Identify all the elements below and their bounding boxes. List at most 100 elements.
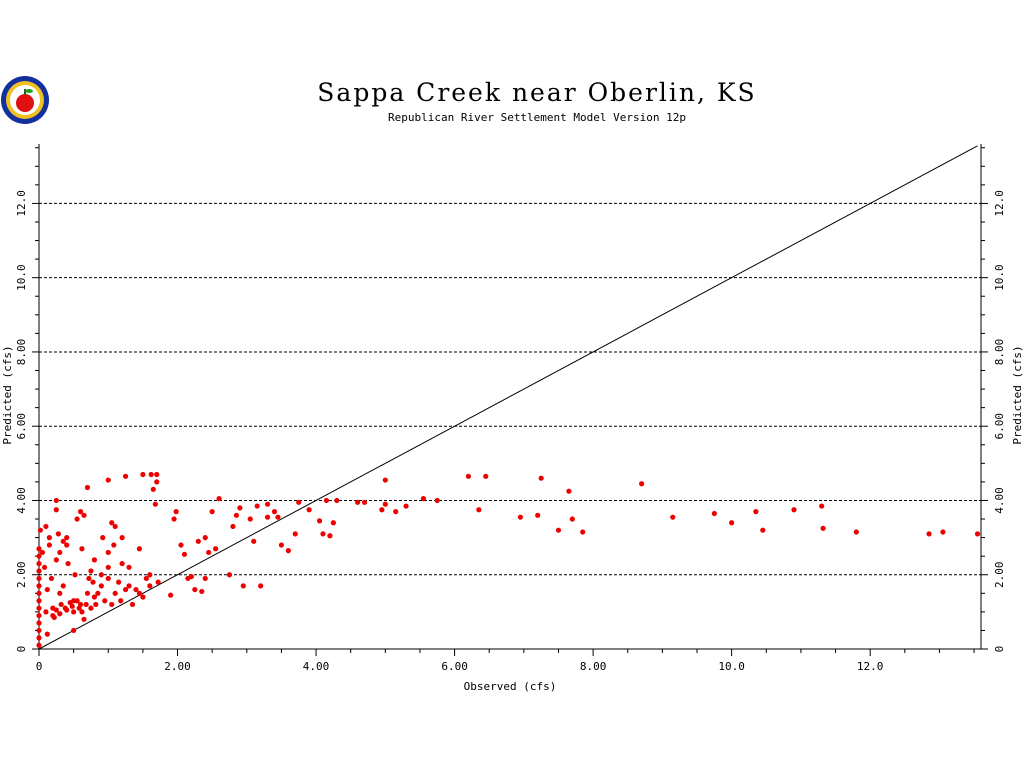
data-point [192,586,198,593]
data-point [55,531,61,537]
data-point [382,477,388,483]
data-point [465,473,472,479]
data-point [36,583,42,589]
data-point [152,501,158,507]
data-point [37,527,43,533]
data-point [43,609,49,615]
data-point [819,503,825,509]
data-point [129,601,136,608]
data-point [84,484,91,491]
data-point [729,520,735,526]
x-tick-label: 6.00 [441,660,468,673]
data-point [79,609,85,615]
data-point [974,531,981,537]
data-point [420,496,427,502]
data-point [71,609,77,615]
data-point [36,553,42,559]
data-point [46,542,52,548]
data-point [143,575,149,582]
data-point [155,579,161,585]
data-point [199,588,205,595]
data-point [327,533,333,539]
data-point [136,590,143,596]
y-tick-label-left: 10.0 [15,264,28,291]
data-point [79,546,85,552]
data-point [44,586,50,593]
data-point [98,572,104,578]
data-point [323,497,330,504]
data-point [60,538,66,544]
data-point [91,594,98,600]
data-point [254,503,260,509]
data-point [122,473,129,479]
data-point [105,477,111,483]
x-tick-label: 10.0 [718,660,745,673]
data-point [476,507,482,513]
data-point [168,592,174,598]
data-point [112,523,118,530]
data-point [77,601,84,608]
ticks: 0 2.00 4.00 6.00 8.00 10.0 12.0 0 0 2.00 2.00 4.00 4… [15,147,1006,673]
data-point [154,471,160,478]
y-tick-label-right: 10.0 [993,264,1006,291]
x-tick-label: 8.00 [580,660,607,673]
data-point [316,518,323,524]
one-to-one-line [38,145,978,650]
data-point [57,590,63,596]
data-point [36,627,42,634]
data-point [258,583,264,589]
data-point [213,546,219,552]
y-tick-label-left: 0 [15,646,28,653]
data-point [126,564,132,570]
data-point [566,488,572,494]
data-point [147,583,153,589]
data-point [74,598,80,604]
data-point [173,509,179,515]
x-tick-label: 4.00 [303,660,330,673]
data-point [379,507,385,513]
data-point [36,612,42,619]
data-point [109,520,115,526]
x-tick-label: 12.0 [857,660,884,673]
data-point [147,572,153,578]
data-point [393,509,399,515]
data-point [230,523,236,530]
data-point [126,583,132,589]
data-point [46,535,52,541]
data-point [171,516,177,522]
data-point [119,535,125,541]
data-points [36,471,981,648]
data-point [403,503,409,509]
data-point [926,531,932,537]
data-point [206,549,212,556]
data-point [93,601,99,608]
data-point [57,549,63,556]
data-point [202,535,208,541]
data-point [240,583,246,589]
data-point [264,501,271,507]
data-point [36,560,42,567]
data-point [382,501,388,507]
data-point [760,527,766,533]
data-point [100,535,106,541]
y-tick-label-right: 4.00 [993,487,1006,514]
data-point [122,586,129,593]
data-point [90,579,96,585]
data-point [102,598,108,604]
y-tick-label-left: 4.00 [15,487,28,514]
y-tick-label-left: 12.0 [15,190,28,217]
data-point [41,564,48,570]
apple-logo-icon [1,76,49,124]
data-point [65,560,71,567]
data-point [483,473,489,479]
data-point [434,497,440,504]
data-point [150,486,156,492]
gridlines [39,202,981,576]
data-point [88,605,94,611]
data-point [81,512,87,518]
data-point [64,535,70,541]
data-point [98,583,104,589]
data-point [119,560,125,567]
data-point [36,605,42,611]
